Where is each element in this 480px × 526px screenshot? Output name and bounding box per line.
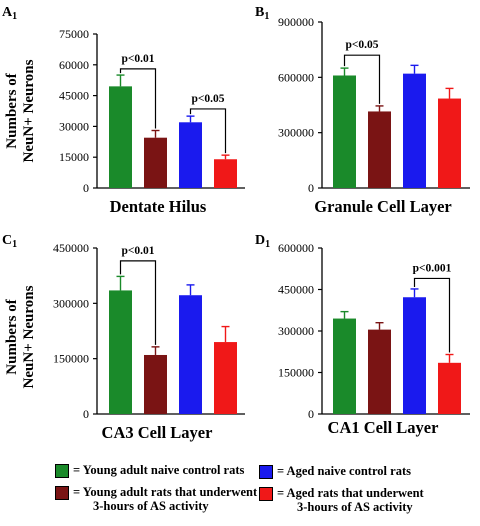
y-tick-label: 450000 (278, 283, 314, 297)
y-tick-label: 600000 (278, 241, 314, 255)
legend-item-aged-as: = Aged rats that underwent 3-hours of AS … (259, 486, 424, 514)
panel-label: A1 (2, 5, 17, 22)
legend-item-young-as: = Young adult rats that underwent 3-hours… (55, 485, 257, 513)
y-tick-label: 300000 (278, 324, 314, 338)
bar (109, 86, 132, 188)
y-axis-title-line2: NeuN+ Neurons (21, 59, 37, 162)
panel-label: C1 (2, 233, 17, 250)
significance-bracket (189, 108, 227, 154)
significance-bracket (413, 277, 451, 353)
y-tick-label: 60000 (59, 58, 89, 72)
bar (368, 111, 391, 188)
y-tick-label: 0 (83, 407, 89, 421)
bar (438, 98, 461, 188)
legend-line2: 3-hours of AS activity (93, 499, 209, 513)
legend-item-aged-naive: = Aged naive control rats (259, 464, 411, 479)
p-value-label: p<0.01 (121, 245, 154, 257)
panel-label: B1 (255, 5, 269, 22)
legend-text: = Young adult rats that underwent 3-hours… (73, 485, 257, 513)
legend-item-young-naive: = Young adult naive control rats (55, 463, 244, 478)
bar (109, 290, 132, 414)
bar (214, 342, 237, 414)
p-value-label: p<0.05 (191, 93, 224, 105)
y-tick-label: 150000 (278, 366, 314, 380)
y-tick-label: 30000 (59, 119, 89, 133)
legend-line1: = Young adult naive control rats (73, 463, 245, 477)
significance-bracket (343, 54, 381, 104)
y-tick-label: 300000 (278, 126, 314, 140)
legend-swatch (55, 486, 69, 500)
y-tick-label: 15000 (59, 150, 89, 164)
y-axis-title-line1: Numbers of (4, 72, 20, 148)
x-axis-title: Dentate Hilus (110, 197, 207, 216)
bar (333, 75, 356, 188)
bar (214, 159, 237, 188)
legend-text: = Aged naive control rats (277, 464, 411, 478)
bar (438, 362, 461, 414)
bar (179, 122, 202, 188)
y-tick-label: 45000 (59, 89, 89, 103)
y-tick-label: 900000 (278, 15, 314, 29)
legend-swatch (259, 465, 273, 479)
y-tick-label: 75000 (59, 27, 89, 41)
y-tick-label: 0 (308, 407, 314, 421)
x-axis-title: CA1 Cell Layer (328, 418, 439, 437)
x-axis-title: Granule Cell Layer (314, 197, 451, 216)
y-tick-label: 600000 (278, 70, 314, 84)
p-value-label: p<0.01 (121, 53, 154, 65)
legend-text: = Young adult naive control rats (73, 463, 244, 477)
y-tick-label: 0 (83, 181, 89, 195)
significance-bracket (119, 260, 157, 345)
legend-text: = Aged rats that underwent 3-hours of AS … (277, 486, 424, 514)
bar (144, 354, 167, 414)
legend-swatch (55, 464, 69, 478)
y-tick-label: 450000 (53, 241, 89, 255)
bar (179, 295, 202, 414)
y-axis-title-line1: Numbers of (4, 298, 20, 374)
y-tick-label: 300000 (53, 296, 89, 310)
bar (403, 297, 426, 414)
legend-line1: = Aged naive control rats (277, 464, 411, 478)
y-axis-title-line2: NeuN+ Neurons (21, 285, 37, 388)
y-tick-label: 150000 (53, 352, 89, 366)
legend-swatch (259, 487, 273, 501)
bar (403, 73, 426, 188)
bar (333, 318, 356, 414)
x-axis-title: CA3 Cell Layer (102, 423, 213, 442)
legend-line1: = Young adult rats that underwent (73, 485, 258, 499)
y-tick-label: 0 (308, 181, 314, 195)
legend-line2: 3-hours of AS activity (297, 500, 413, 514)
p-value-label: p<0.001 (413, 262, 452, 274)
bar (144, 137, 167, 188)
legend-line1: = Aged rats that underwent (277, 486, 424, 500)
p-value-label: p<0.05 (345, 39, 378, 51)
panel-label: D1 (255, 233, 270, 250)
bar (368, 329, 391, 414)
significance-bracket (119, 68, 157, 129)
